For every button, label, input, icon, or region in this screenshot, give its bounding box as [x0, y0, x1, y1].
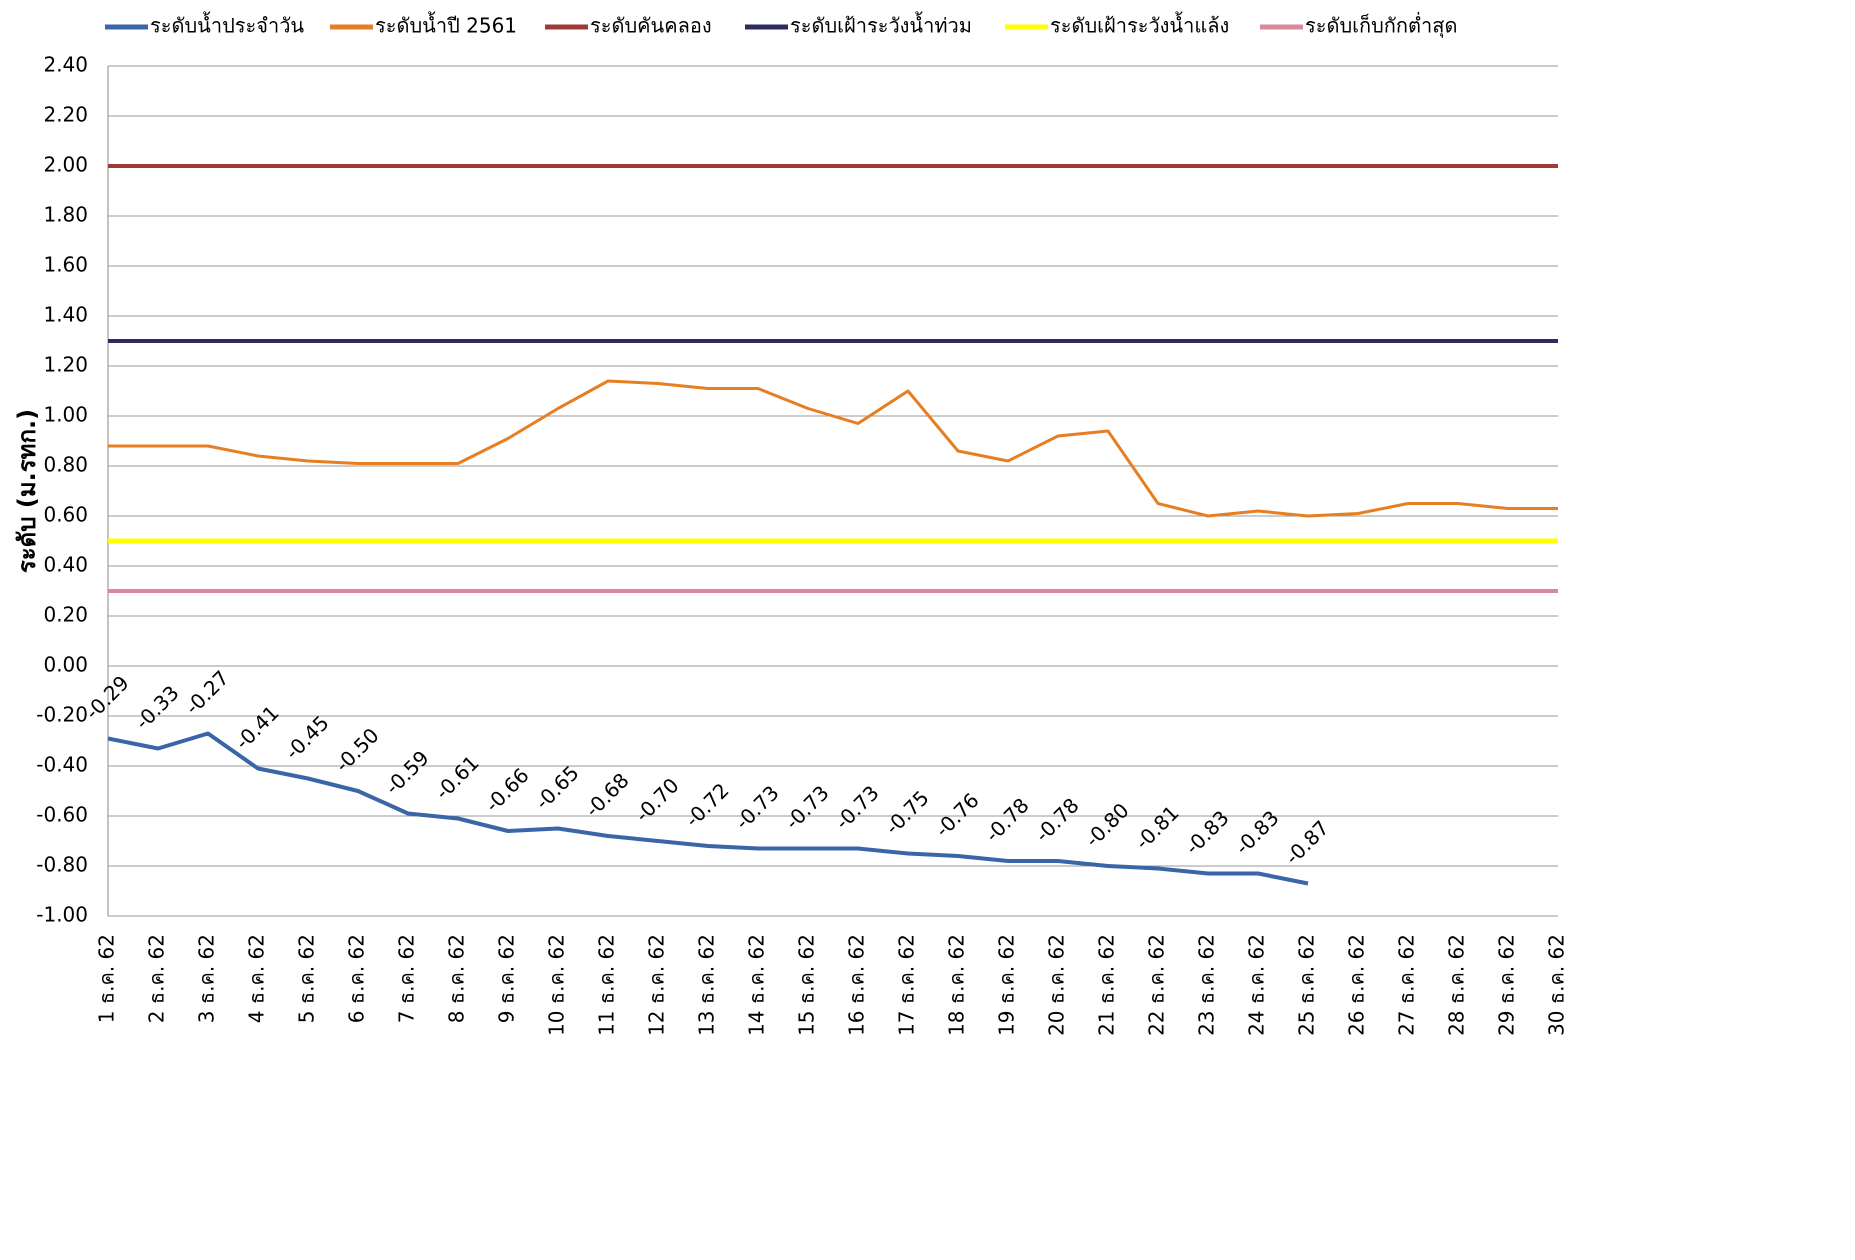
x-tick-label: 16 ธ.ค. 62	[845, 934, 869, 1036]
x-tick-label: 26 ธ.ค. 62	[1345, 934, 1369, 1036]
x-tick-label: 7 ธ.ค. 62	[395, 934, 419, 1023]
y-tick-label: -0.60	[36, 803, 88, 827]
x-tick-label: 28 ธ.ค. 62	[1445, 934, 1469, 1036]
y-tick-label: -0.80	[36, 853, 88, 877]
y-tick-label: 0.40	[43, 553, 88, 577]
y-tick-label: 2.00	[43, 153, 88, 177]
y-tick-label: -1.00	[36, 903, 88, 927]
x-tick-label: 5 ธ.ค. 62	[295, 934, 319, 1023]
y-tick-label: 2.20	[43, 103, 88, 127]
legend-label: ระดับน้ำประจำวัน	[150, 12, 304, 38]
x-tick-label: 20 ธ.ค. 62	[1045, 934, 1069, 1036]
x-tick-label: 22 ธ.ค. 62	[1145, 934, 1169, 1036]
y-tick-label: 1.00	[43, 403, 88, 427]
x-tick-label: 25 ธ.ค. 62	[1295, 934, 1319, 1036]
x-tick-label: 23 ธ.ค. 62	[1195, 934, 1219, 1036]
x-tick-label: 11 ธ.ค. 62	[595, 934, 619, 1036]
x-tick-label: 30 ธ.ค. 62	[1545, 934, 1569, 1036]
x-tick-label: 2 ธ.ค. 62	[145, 934, 169, 1023]
x-tick-label: 10 ธ.ค. 62	[545, 934, 569, 1036]
x-tick-label: 1 ธ.ค. 62	[95, 934, 119, 1023]
y-tick-label: -0.20	[36, 703, 88, 727]
y-tick-label: -0.40	[36, 753, 88, 777]
x-tick-label: 8 ธ.ค. 62	[445, 934, 469, 1023]
y-tick-label: 1.20	[43, 353, 88, 377]
x-tick-label: 4 ธ.ค. 62	[245, 934, 269, 1023]
y-tick-label: 0.80	[43, 453, 88, 477]
x-tick-label: 6 ธ.ค. 62	[345, 934, 369, 1023]
x-tick-label: 17 ธ.ค. 62	[895, 934, 919, 1036]
x-tick-label: 18 ธ.ค. 62	[945, 934, 969, 1036]
x-tick-label: 9 ธ.ค. 62	[495, 934, 519, 1023]
y-tick-label: 0.00	[43, 653, 88, 677]
legend-label: ระดับเฝ้าระวังน้ำท่วม	[790, 12, 972, 38]
x-tick-label: 12 ธ.ค. 62	[645, 934, 669, 1036]
legend-label: ระดับเก็บกักต่ำสุด	[1305, 12, 1457, 39]
x-tick-label: 29 ธ.ค. 62	[1495, 934, 1519, 1036]
x-tick-label: 24 ธ.ค. 62	[1245, 934, 1269, 1036]
legend-label: ระดับเฝ้าระวังน้ำแล้ง	[1050, 12, 1229, 38]
series-line	[108, 379, 1558, 518]
y-tick-label: 0.60	[43, 503, 88, 527]
x-tick-label: 19 ธ.ค. 62	[995, 934, 1019, 1036]
y-tick-label: 1.60	[43, 253, 88, 277]
y-axis-label: ระดับ (ม.รทก.)	[13, 409, 41, 573]
y-tick-label: 1.40	[43, 303, 88, 327]
x-tick-label: 15 ธ.ค. 62	[795, 934, 819, 1036]
y-tick-label: 2.40	[43, 53, 88, 77]
x-tick-label: 13 ธ.ค. 62	[695, 934, 719, 1036]
x-tick-label: 14 ธ.ค. 62	[745, 934, 769, 1036]
x-tick-label: 21 ธ.ค. 62	[1095, 934, 1119, 1036]
y-tick-label: 1.80	[43, 203, 88, 227]
x-tick-label: 27 ธ.ค. 62	[1395, 934, 1419, 1036]
x-tick-label: 3 ธ.ค. 62	[195, 934, 219, 1023]
series-line	[107, 731, 1309, 886]
legend-label: ระดับน้ำปี 2561	[375, 12, 517, 38]
legend-label: ระดับคันคลอง	[590, 14, 712, 38]
y-tick-label: 0.20	[43, 603, 88, 627]
